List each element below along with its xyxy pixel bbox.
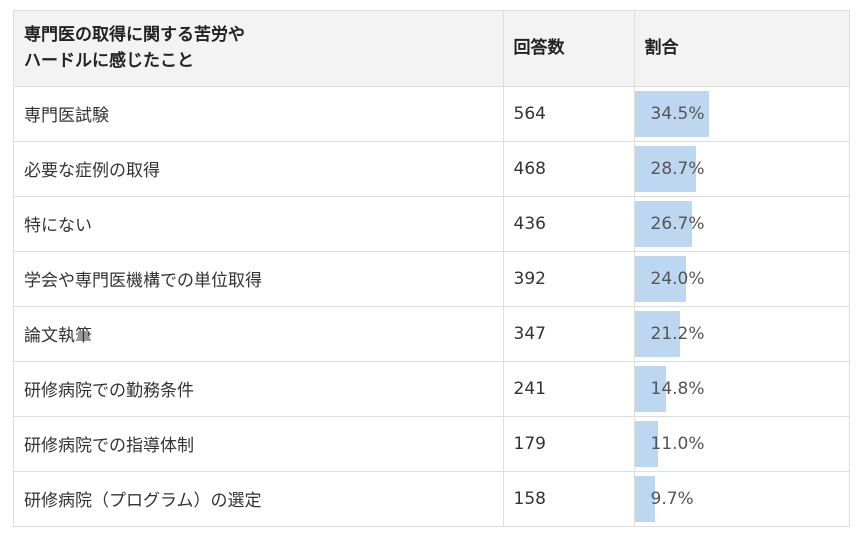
row-ratio-cell: 28.7% <box>634 141 849 197</box>
ratio-bar <box>634 90 709 137</box>
row-ratio: 26.7% <box>650 213 705 234</box>
row-count: 241 <box>503 361 635 417</box>
ratio-bar <box>634 255 686 302</box>
ratio-bar <box>634 365 667 412</box>
table-body: 専門医試験 564 34.5% 必要な症例の取得 468 28.7% 特にない … <box>14 86 849 526</box>
row-ratio: 28.7% <box>650 158 705 179</box>
row-count: 436 <box>503 196 635 252</box>
row-label: 特にない <box>14 196 504 252</box>
table-row: 特にない 436 26.7% <box>14 196 849 252</box>
row-ratio-cell: 11.0% <box>634 416 849 472</box>
row-label: 論文執筆 <box>14 306 504 362</box>
row-ratio: 34.5% <box>650 103 705 124</box>
row-ratio-cell: 24.0% <box>634 251 849 307</box>
ratio-bar <box>634 475 656 522</box>
row-count: 347 <box>503 306 635 362</box>
ratio-bar <box>634 200 692 247</box>
table-row: 必要な症例の取得 468 28.7% <box>14 141 849 197</box>
row-label: 専門医試験 <box>14 86 504 142</box>
row-count: 179 <box>503 416 635 472</box>
ratio-header: 割合 <box>634 11 849 87</box>
row-label: 研修病院での指導体制 <box>14 416 504 472</box>
row-ratio-cell: 14.8% <box>634 361 849 417</box>
table-row: 研修病院での指導体制 179 11.0% <box>14 416 849 472</box>
row-ratio-cell: 34.5% <box>634 86 849 142</box>
row-ratio-cell: 21.2% <box>634 306 849 362</box>
row-ratio: 11.0% <box>650 433 705 454</box>
row-label: 必要な症例の取得 <box>14 141 504 197</box>
row-ratio: 24.0% <box>650 268 705 289</box>
table-row: 専門医試験 564 34.5% <box>14 86 849 142</box>
row-count: 158 <box>503 471 635 526</box>
table-row: 研修病院（プログラム）の選定 158 9.7% <box>14 471 849 526</box>
table-header-row: 専門医の取得に関する苦労や ハードルに感じたこと 回答数 割合 <box>14 11 849 87</box>
ratio-bar <box>634 145 697 192</box>
row-label: 研修病院での勤務条件 <box>14 361 504 417</box>
row-ratio: 9.7% <box>650 488 694 509</box>
row-label: 学会や専門医機構での単位取得 <box>14 251 504 307</box>
count-header: 回答数 <box>503 11 635 87</box>
row-count: 564 <box>503 86 635 142</box>
survey-table: 専門医の取得に関する苦労や ハードルに感じたこと 回答数 割合 専門医試験 56… <box>14 11 849 526</box>
row-ratio: 14.8% <box>650 378 705 399</box>
row-ratio: 21.2% <box>650 323 705 344</box>
row-count: 392 <box>503 251 635 307</box>
table-row: 研修病院での勤務条件 241 14.8% <box>14 361 849 417</box>
row-ratio-cell: 26.7% <box>634 196 849 252</box>
row-ratio-cell: 9.7% <box>634 471 849 526</box>
table-row: 学会や専門医機構での単位取得 392 24.0% <box>14 251 849 307</box>
row-label: 研修病院（プログラム）の選定 <box>14 471 504 526</box>
question-header: 専門医の取得に関する苦労や ハードルに感じたこと <box>14 11 504 87</box>
table-row: 論文執筆 347 21.2% <box>14 306 849 362</box>
survey-table-container: 専門医の取得に関する苦労や ハードルに感じたこと 回答数 割合 専門医試験 56… <box>13 10 850 527</box>
row-count: 468 <box>503 141 635 197</box>
ratio-bar <box>634 310 680 357</box>
ratio-bar <box>634 420 659 467</box>
